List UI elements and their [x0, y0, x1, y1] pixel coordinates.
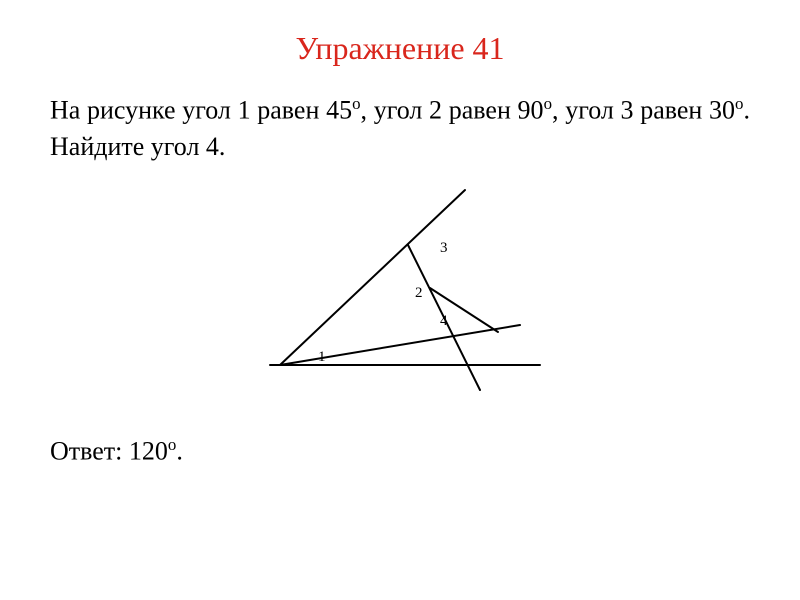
diagram-container: 1 2 3 4	[50, 180, 750, 405]
exercise-title: Упражнение 41	[50, 30, 750, 67]
answer-period: .	[176, 437, 183, 466]
degree-symbol-2: о	[544, 94, 552, 113]
problem-part-3: , угол 3 равен 30	[552, 96, 735, 125]
problem-statement: На рисунке угол 1 равен 45о, угол 2 раве…	[50, 92, 750, 165]
angle-label: 4	[440, 313, 448, 329]
degree-symbol-1: о	[352, 94, 360, 113]
angle-label: 1	[318, 349, 326, 365]
title-text: Упражнение 41	[295, 30, 504, 66]
angle-label: 3	[440, 240, 448, 256]
answer-label: Ответ:	[50, 437, 122, 466]
problem-part-1: На рисунке угол 1 равен 45	[50, 96, 352, 125]
degree-symbol-3: о	[735, 94, 743, 113]
answer-value: 120	[122, 437, 168, 466]
geometry-diagram: 1 2 3 4	[250, 180, 550, 400]
angle-label: 2	[415, 285, 423, 301]
answer-line: Ответ: 120о.	[50, 435, 750, 467]
problem-part-2: , угол 2 равен 90	[361, 96, 544, 125]
